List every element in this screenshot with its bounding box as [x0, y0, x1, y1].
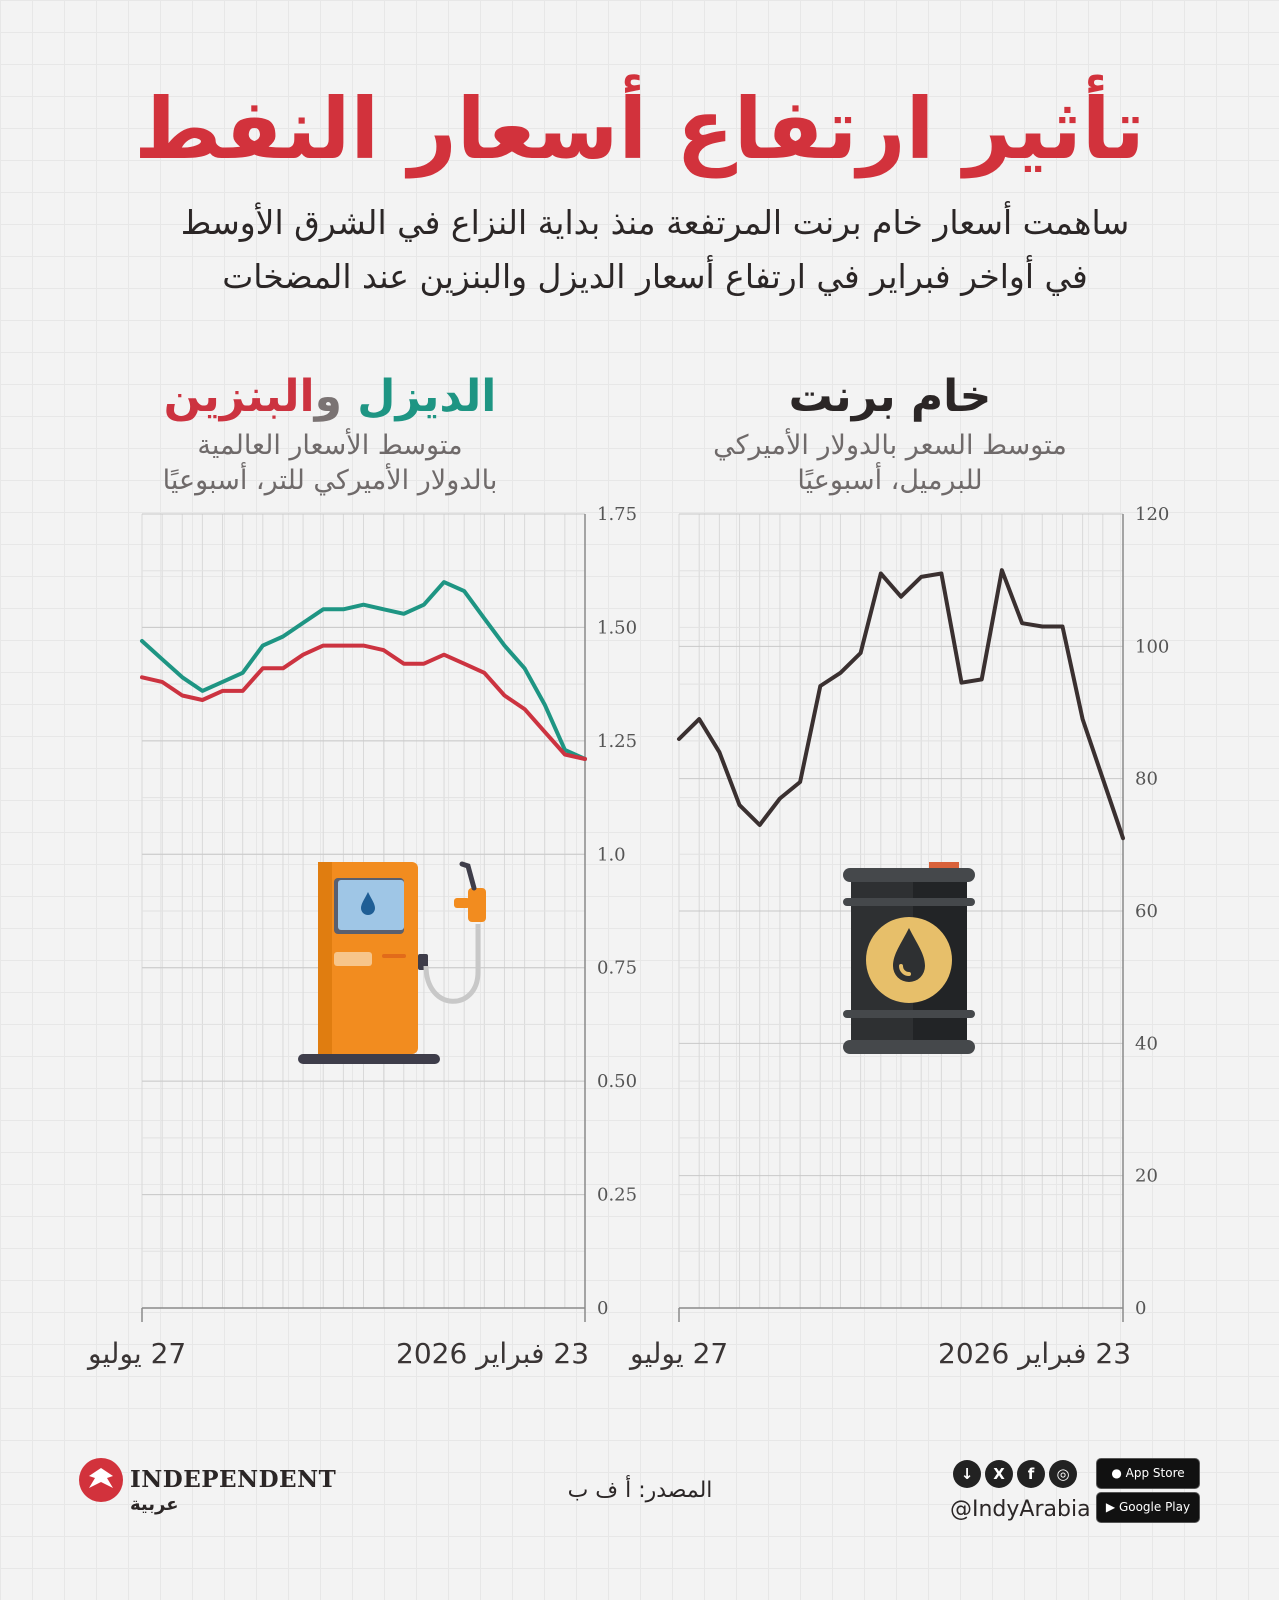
brent-chart-subtitle-1: متوسط السعر بالدولار الأميركي — [713, 430, 1067, 461]
download-icon[interactable]: ↓ — [953, 1460, 981, 1488]
fuel-x-end-label: 23 فبراير 2026 — [396, 1337, 590, 1370]
fuel-ytick-label: 0 — [597, 1298, 608, 1319]
oil-barrel-icon — [843, 862, 975, 1054]
fuel-ytick-label: 1.25 — [597, 731, 637, 752]
subtitle-line-2: في أواخر فبراير في ارتفاع أسعار الديزل و… — [222, 257, 1088, 296]
independent-logo-arabic: عربية — [130, 1494, 179, 1515]
brent-ytick-label: 40 — [1135, 1033, 1158, 1054]
instagram-icon[interactable]: ◎ — [1049, 1460, 1077, 1488]
fuel-ytick-label: 1.75 — [597, 504, 637, 525]
google-play-label: Google Play — [1118, 1500, 1191, 1514]
brent-ytick-label: 60 — [1135, 901, 1158, 922]
subtitle-line-1: ساهمت أسعار خام برنت المرتفعة منذ بداية … — [180, 203, 1130, 242]
brent-ytick-label: 0 — [1135, 1298, 1146, 1319]
brent-chart-title: خام برنت — [788, 371, 992, 422]
brent-series-line-0 — [677, 568, 1125, 841]
source-label: المصدر: أ ف ب — [567, 1478, 713, 1503]
petrol-title: البنزين — [163, 371, 315, 422]
fuel-ytick-label: 1.50 — [597, 617, 637, 638]
fuel-chart-subtitle-1: متوسط الأسعار العالمية — [197, 430, 463, 461]
play-icon: ▶ — [1105, 1500, 1119, 1514]
brent-chart-header: خام برنت متوسط السعر بالدولار الأميركي ل… — [660, 366, 1120, 498]
title-and: و — [314, 371, 358, 422]
fuel-ytick-label: 0.75 — [597, 958, 637, 979]
brent-ytick-label: 100 — [1135, 636, 1169, 657]
independent-logo-icon — [79, 1458, 123, 1502]
apple-icon: ● — [1111, 1466, 1126, 1480]
brent-x-start-label: 27 يوليو — [630, 1337, 729, 1370]
social-handle[interactable]: @IndyArabia — [950, 1497, 1091, 1522]
app-store-badge[interactable]: ● App Store — [1096, 1458, 1200, 1489]
diesel-title: الديزل — [357, 371, 497, 422]
brent-ytick-label: 20 — [1135, 1166, 1158, 1187]
fuel-series-line-1 — [140, 643, 587, 761]
brent-ytick-label: 120 — [1135, 504, 1169, 525]
facebook-icon[interactable]: f — [1017, 1460, 1045, 1488]
brent-x-end-label: 23 فبراير 2026 — [938, 1337, 1132, 1370]
fuel-pump-icon — [298, 861, 486, 1064]
fuel-ytick-label: 0.25 — [597, 1185, 637, 1206]
fuel-ytick-label: 1.0 — [597, 844, 626, 865]
page-title: تأثير ارتفاع أسعار النفط — [134, 80, 1145, 178]
brent-ytick-label: 80 — [1135, 769, 1158, 790]
fuel-chart-header: الديزل والبنزين متوسط الأسعار العالمية ب… — [120, 366, 540, 498]
app-store-label: App Store — [1125, 1466, 1185, 1480]
x-icon[interactable]: X — [985, 1460, 1013, 1488]
fuel-ytick-label: 0.50 — [597, 1071, 637, 1092]
fuel-chart-title: الديزل والبنزين — [120, 366, 540, 428]
google-play-badge[interactable]: ▶ Google Play — [1096, 1492, 1200, 1523]
fuel-x-start-label: 27 يوليو — [88, 1337, 187, 1370]
page-subtitle: ساهمت أسعار خام برنت المرتفعة منذ بداية … — [90, 196, 1220, 304]
brent-chart: 0 20 40 60 80 100 120 — [677, 504, 1169, 1322]
fuel-series-line-0 — [140, 580, 587, 761]
fuel-chart-subtitle-2: بالدولار الأميركي للتر، أسبوعيًا — [162, 465, 498, 496]
independent-logo-text: INDEPENDENT — [130, 1466, 337, 1493]
brent-chart-subtitle-2: للبرميل، أسبوعيًا — [797, 465, 983, 496]
